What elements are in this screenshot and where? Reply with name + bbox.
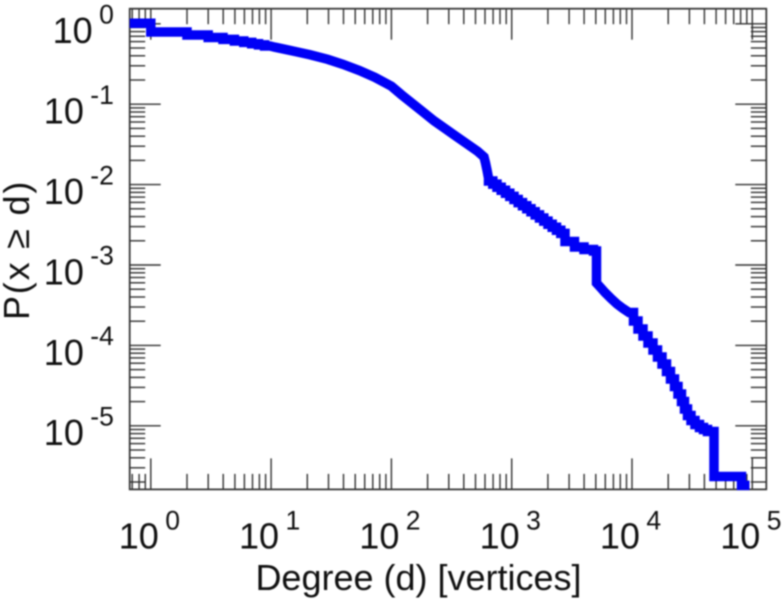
svg-text:-5: -5 [90,402,114,432]
svg-text:-1: -1 [90,80,114,110]
svg-text:10: 10 [239,515,279,556]
svg-text:3: 3 [526,505,541,535]
svg-text:0: 0 [165,505,180,535]
svg-text:10: 10 [44,91,84,132]
svg-text:0: 0 [99,0,114,30]
svg-text:P(x ≥ d): P(x ≥ d) [0,180,37,320]
svg-text:10: 10 [44,412,84,453]
svg-text:-3: -3 [90,241,114,271]
svg-text:10: 10 [44,171,84,212]
svg-text:Degree (d) [vertices]: Degree (d) [vertices] [255,557,581,598]
svg-text:1: 1 [286,505,301,535]
svg-text:-2: -2 [90,160,114,190]
svg-text:5: 5 [767,505,782,535]
svg-text:10: 10 [359,515,399,556]
svg-text:10: 10 [53,10,93,51]
svg-text:10: 10 [44,332,84,373]
svg-text:10: 10 [480,515,520,556]
svg-text:10: 10 [600,515,640,556]
svg-text:2: 2 [406,505,421,535]
svg-text:10: 10 [44,251,84,292]
svg-text:-4: -4 [90,321,114,351]
svg-text:10: 10 [720,515,760,556]
svg-text:10: 10 [119,515,159,556]
svg-text:4: 4 [646,505,661,535]
